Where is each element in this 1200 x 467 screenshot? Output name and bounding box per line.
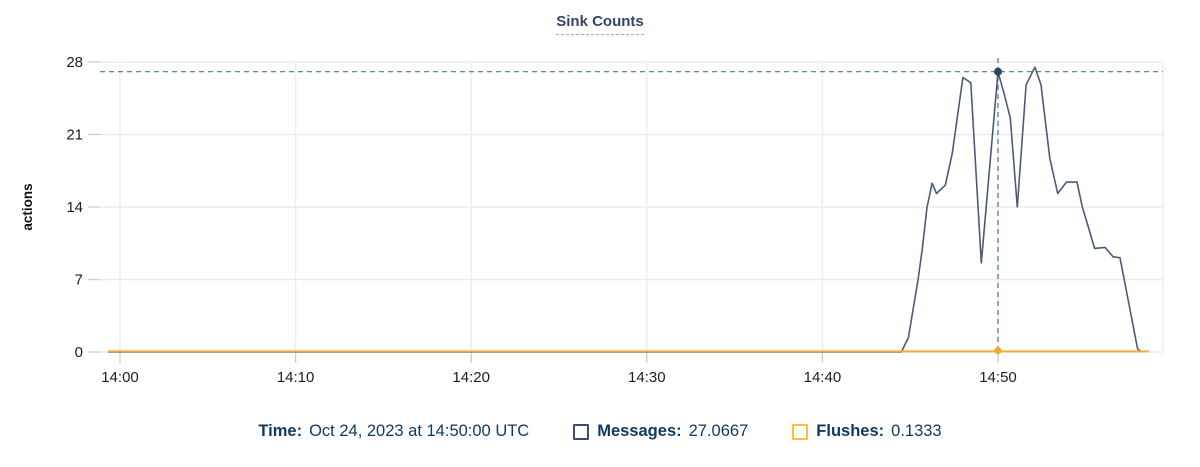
flushes-label: Flushes: <box>816 422 885 440</box>
legend: Time: Oct 24, 2023 at 14:50:00 UTC Messa… <box>0 422 1200 441</box>
y-axis-label: actions <box>20 183 35 230</box>
y-tick-label: 0 <box>75 344 83 361</box>
legend-time: Time: Oct 24, 2023 at 14:50:00 UTC <box>258 422 529 441</box>
x-tick-label: 14:40 <box>804 369 842 386</box>
messages-marker[interactable] <box>994 67 1002 76</box>
y-tick-label: 14 <box>66 199 83 216</box>
time-label: Time: <box>258 422 303 440</box>
y-tick-label: 21 <box>66 127 83 144</box>
flushes-value: 0.1333 <box>891 422 942 440</box>
time-value: Oct 24, 2023 at 14:50:00 UTC <box>309 422 530 440</box>
x-tick-label: 14:10 <box>277 369 315 386</box>
flushes-swatch-icon <box>792 423 809 440</box>
y-tick-label: 7 <box>75 272 83 289</box>
legend-messages[interactable]: Messages: 27.0667 <box>573 422 748 441</box>
messages-swatch-icon <box>573 423 590 440</box>
chart-title-row: Sink Counts <box>0 13 1200 35</box>
x-tick-label: 14:30 <box>628 369 666 386</box>
x-tick-label: 14:50 <box>979 369 1017 386</box>
messages-label: Messages: <box>597 422 682 440</box>
flushes-marker[interactable] <box>994 347 1002 355</box>
x-tick-label: 14:20 <box>452 369 490 386</box>
sink-counts-chart[interactable]: 0 7 14 21 28 14:00 14:10 14:20 14:30 14:40 14:50 ac… <box>0 40 1200 440</box>
messages-line[interactable] <box>108 66 1143 353</box>
legend-flushes[interactable]: Flushes: 0.1333 <box>792 422 942 441</box>
y-tick-label: 28 <box>66 54 83 71</box>
messages-value: 27.0667 <box>688 422 749 440</box>
x-tick-label: 14:00 <box>101 369 139 386</box>
chart-title[interactable]: Sink Counts <box>556 13 644 35</box>
